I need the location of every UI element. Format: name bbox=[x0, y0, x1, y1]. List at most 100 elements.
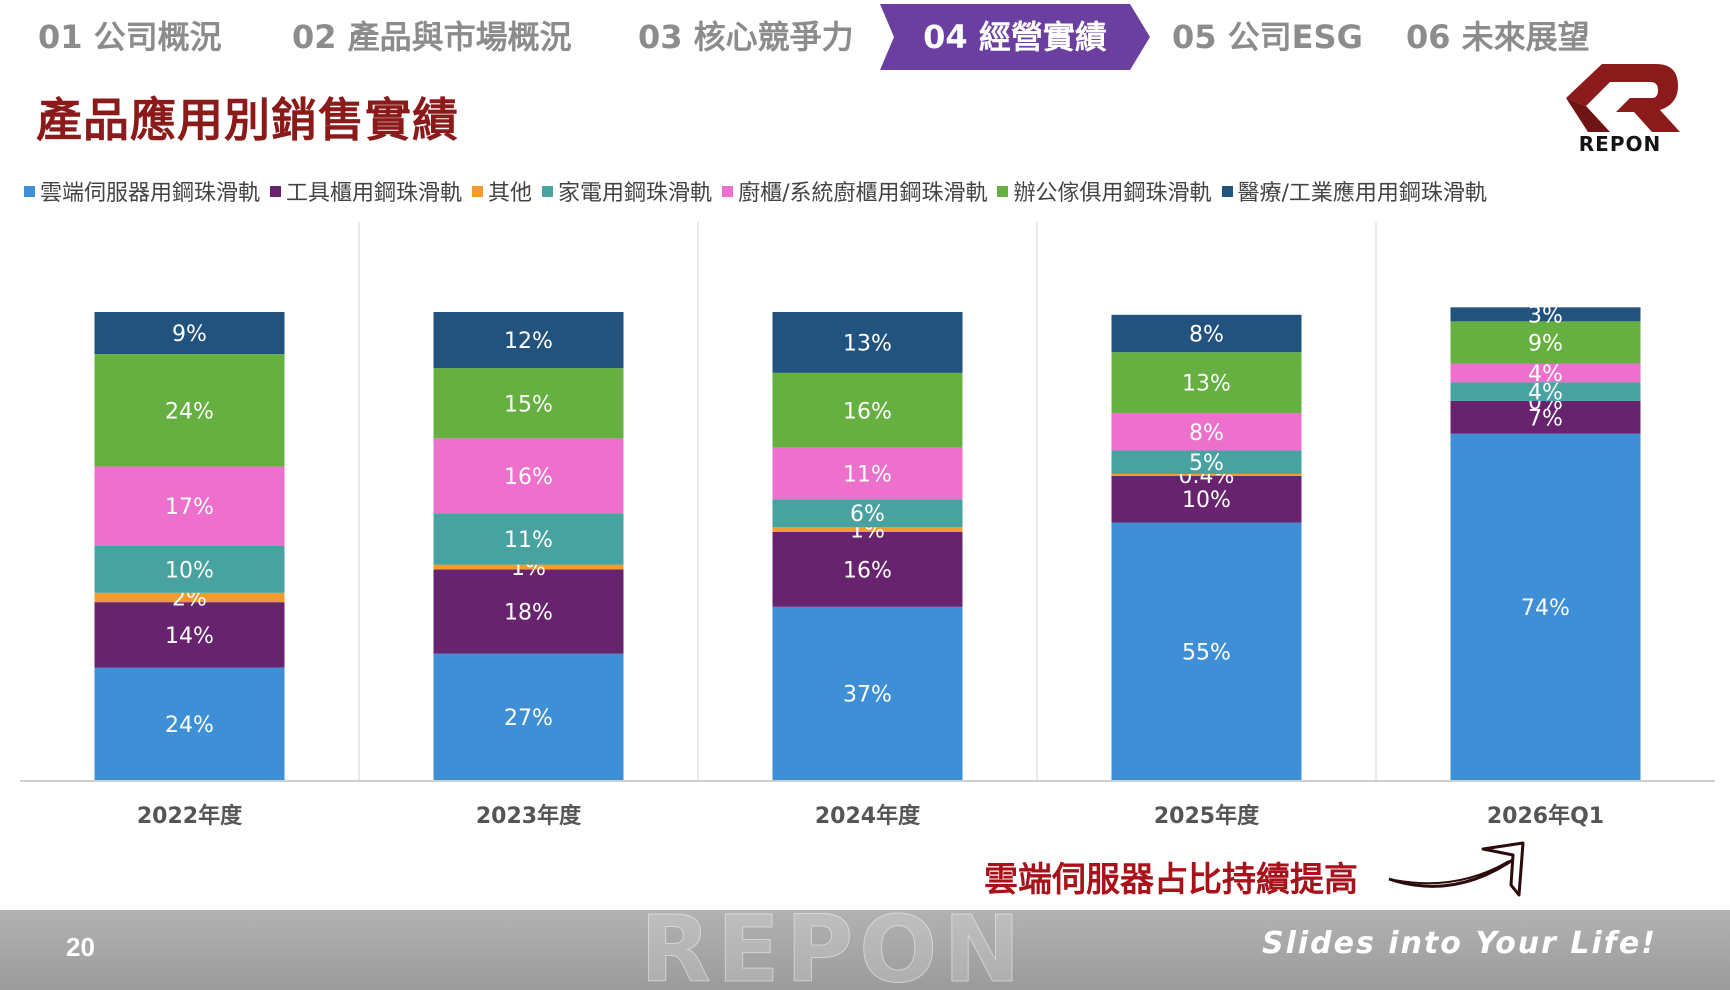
bar-segment bbox=[433, 368, 624, 439]
legend-label: 工具櫃用鋼珠滑軌 bbox=[286, 181, 463, 206]
bar-segment bbox=[1450, 382, 1641, 401]
data-label: 12% bbox=[504, 329, 553, 354]
nav-tab-business-results[interactable]: 04 經營實績 bbox=[923, 18, 1107, 56]
data-label: 9% bbox=[172, 322, 207, 347]
bar-segment bbox=[94, 466, 285, 546]
x-tick-label: 2024年度 bbox=[815, 803, 921, 829]
data-label: 13% bbox=[843, 331, 892, 356]
logo-wordmark: REPON bbox=[1578, 132, 1662, 156]
bar-segment bbox=[1450, 433, 1641, 780]
data-label: 24% bbox=[165, 713, 214, 738]
x-tick-label: 2026年Q1 bbox=[1487, 803, 1604, 829]
bar-segment bbox=[433, 569, 624, 654]
nav-tab-products-market[interactable]: 02 產品與市場概況 bbox=[292, 18, 572, 56]
legend-item: 雲端伺服器用鋼珠滑軌 bbox=[24, 175, 260, 207]
bar-segment bbox=[772, 447, 963, 500]
data-label: 14% bbox=[165, 624, 214, 649]
callout-text: 雲端伺服器占比持續提高 bbox=[984, 860, 1358, 900]
bar-segment bbox=[94, 667, 285, 780]
repon-logo-icon bbox=[1566, 64, 1680, 132]
data-label: 15% bbox=[504, 392, 553, 417]
legend-swatch bbox=[472, 185, 484, 197]
bar-segment bbox=[1111, 473, 1302, 476]
data-label: 37% bbox=[843, 682, 892, 707]
legend-label: 雲端伺服器用鋼珠滑軌 bbox=[40, 181, 261, 206]
bar-segment bbox=[1111, 450, 1302, 474]
data-label: 16% bbox=[843, 399, 892, 424]
bar-segment bbox=[433, 513, 624, 565]
bar-segment bbox=[772, 499, 963, 528]
bar-segment bbox=[94, 602, 285, 668]
data-label: 6% bbox=[850, 502, 885, 527]
data-label: 9% bbox=[1528, 331, 1563, 356]
legend-swatch bbox=[542, 185, 554, 197]
page-number: 20 bbox=[66, 932, 95, 962]
bar-segment bbox=[1450, 363, 1641, 383]
page-title: 產品應用別銷售實績 bbox=[36, 93, 459, 147]
curved-arrow-icon bbox=[1388, 841, 1525, 897]
legend-item: 其他 bbox=[472, 175, 532, 207]
data-label: 11% bbox=[843, 462, 892, 487]
bar-segment bbox=[1111, 475, 1302, 523]
legend-label: 廚櫃/系統廚櫃用鋼珠滑軌 bbox=[738, 181, 988, 206]
legend-item: 廚櫃/系統廚櫃用鋼珠滑軌 bbox=[722, 175, 987, 207]
bar-segment bbox=[772, 527, 963, 532]
data-label: 16% bbox=[843, 558, 892, 583]
nav-tab-future-outlook[interactable]: 06 未來展望 bbox=[1406, 18, 1590, 56]
legend-label: 其他 bbox=[488, 181, 533, 206]
bar-segment bbox=[772, 531, 963, 607]
bar-segment bbox=[1111, 413, 1302, 451]
legend-swatch bbox=[997, 185, 1009, 197]
data-label: 4% bbox=[1528, 381, 1563, 406]
data-label: 74% bbox=[1521, 596, 1570, 621]
bar-segment bbox=[1450, 307, 1641, 322]
data-label: 4% bbox=[1528, 362, 1563, 387]
footer-bar: REPON bbox=[0, 910, 1730, 990]
bar-segment bbox=[772, 606, 963, 780]
data-label: 16% bbox=[504, 465, 553, 490]
legend-item: 工具櫃用鋼珠滑軌 bbox=[270, 175, 462, 207]
bar-segment bbox=[1111, 352, 1302, 414]
bar-segment bbox=[1111, 522, 1302, 780]
bar-segment bbox=[1111, 314, 1302, 353]
bar-segment bbox=[772, 312, 963, 373]
bar-segment bbox=[433, 312, 624, 369]
legend-label: 辦公傢俱用鋼珠滑軌 bbox=[1013, 181, 1212, 206]
legend-item: 辦公傢俱用鋼珠滑軌 bbox=[997, 175, 1212, 207]
data-label: 13% bbox=[1182, 372, 1231, 397]
x-tick-label: 2023年度 bbox=[476, 803, 582, 829]
legend-swatch bbox=[722, 185, 734, 197]
legend-swatch bbox=[24, 185, 35, 197]
data-label: 55% bbox=[1182, 640, 1231, 665]
data-label: 3% bbox=[1528, 303, 1563, 328]
data-label: 8% bbox=[1189, 323, 1224, 348]
legend-swatch bbox=[1221, 185, 1233, 197]
chart-legend: 雲端伺服器用鋼珠滑軌 工具櫃用鋼珠滑軌 其他 家電用鋼珠滑軌 廚櫃/系統廚櫃用鋼珠滑軌辦… bbox=[24, 176, 1724, 206]
nav-tab-esg[interactable]: 05 公司ESG bbox=[1172, 18, 1363, 56]
nav-tab-company-overview[interactable]: 01 公司概況 bbox=[38, 18, 222, 56]
bar-segment bbox=[772, 372, 963, 448]
legend-label: 醫療/工業應用用鋼珠滑軌 bbox=[1237, 181, 1487, 206]
data-label: 5% bbox=[1189, 451, 1224, 476]
footer-watermark: REPON bbox=[640, 910, 1027, 990]
data-label: 17% bbox=[165, 495, 214, 520]
data-label: 11% bbox=[504, 528, 553, 553]
bar-segment bbox=[94, 354, 285, 467]
data-label: 27% bbox=[504, 706, 553, 731]
data-label: 10% bbox=[165, 558, 214, 583]
bar-segment bbox=[433, 564, 624, 570]
data-label: 18% bbox=[504, 601, 553, 626]
bar-segment bbox=[433, 438, 624, 514]
bar-segment bbox=[1450, 321, 1641, 364]
legend-label: 家電用鋼珠滑軌 bbox=[558, 181, 713, 206]
bar-segment bbox=[94, 312, 285, 355]
data-label: 10% bbox=[1182, 488, 1231, 513]
nav-active-highlight bbox=[880, 4, 1150, 70]
bar-segment bbox=[94, 592, 285, 603]
legend-item: 家電用鋼珠滑軌 bbox=[542, 175, 712, 207]
bar-segment bbox=[433, 653, 624, 780]
bar-segment bbox=[94, 546, 285, 593]
nav-tab-core-competence[interactable]: 03 核心競爭力 bbox=[638, 18, 854, 56]
data-label: 8% bbox=[1189, 421, 1224, 446]
